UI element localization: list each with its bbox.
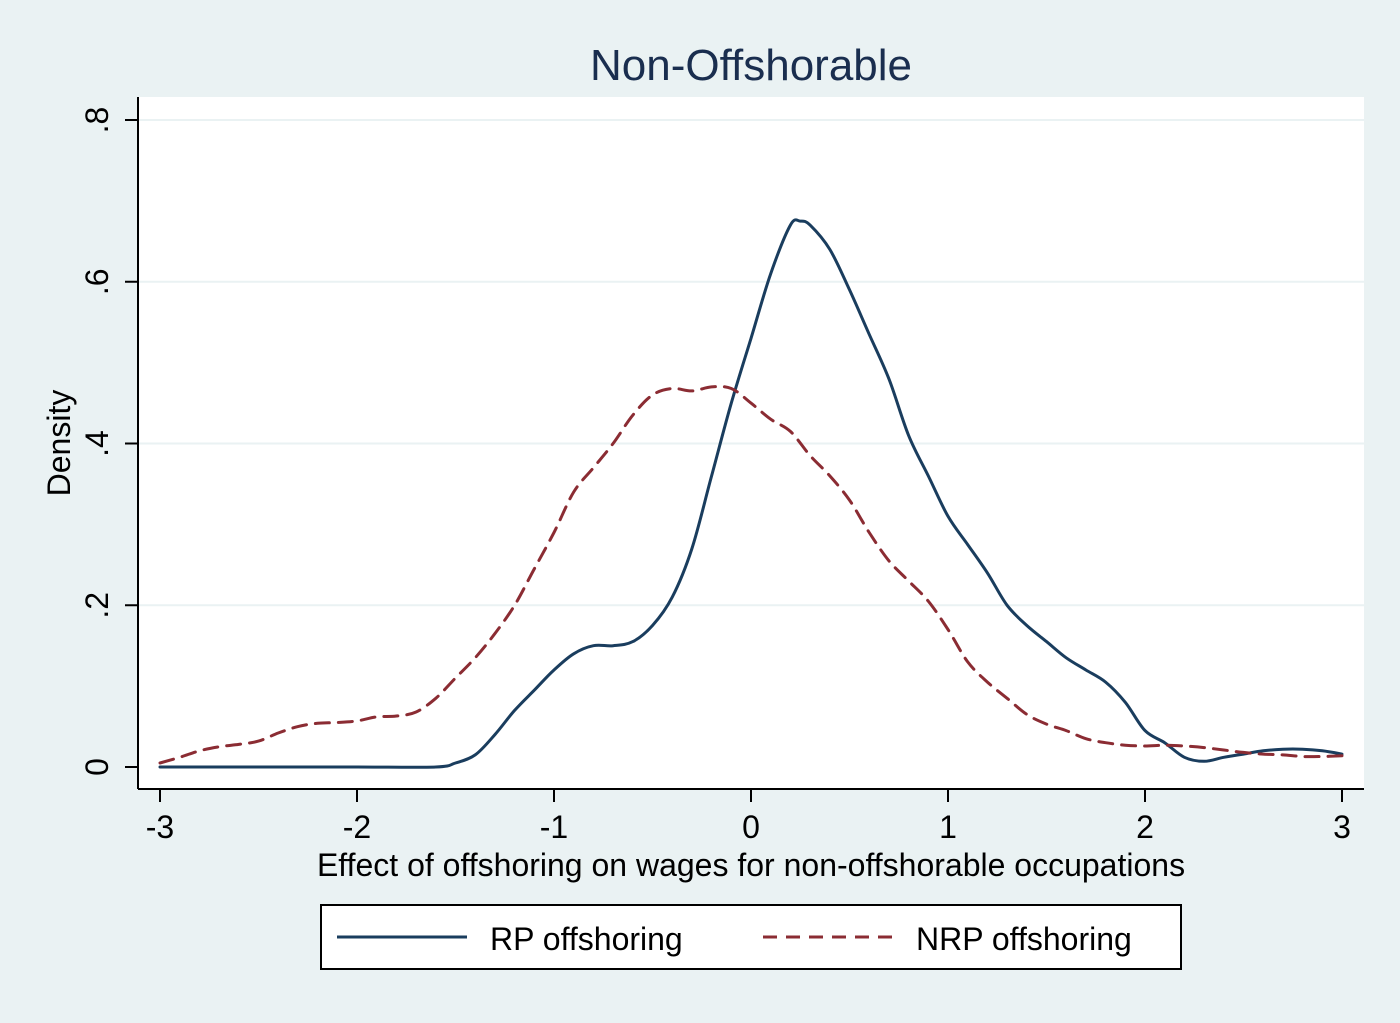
x-tick-label: -3 [146, 809, 174, 845]
series-line-rp-offshoring [158, 218, 1344, 769]
series-line-nrp-offshoring [158, 385, 1344, 765]
x-tick-label: -2 [343, 809, 371, 845]
x-tick-label: 3 [1333, 809, 1351, 845]
series-layer [158, 218, 1344, 769]
x-axis-ticks: -3 -2 -1 0 1 2 3 [146, 789, 1351, 845]
x-tick-label: 2 [1136, 809, 1154, 845]
legend-label-nrp: NRP offshoring [916, 921, 1132, 957]
x-tick-label: -1 [540, 809, 568, 845]
legend: RP offshoring NRP offshoring [320, 904, 1182, 970]
x-tick-label: 1 [939, 809, 957, 845]
y-tick-label: .8 [79, 107, 115, 134]
y-tick-label: .6 [79, 268, 115, 295]
chart-title: Non-Offshorable [590, 41, 912, 90]
x-tick-label: 0 [742, 809, 760, 845]
y-axis-ticks: 0 .2 .4 .6 .8 [79, 107, 138, 776]
y-tick-label: .2 [79, 592, 115, 619]
y-axis-label: Density [41, 390, 77, 497]
legend-label-rp: RP offshoring [490, 921, 683, 957]
y-tick-label: 0 [79, 758, 115, 776]
y-tick-label: .4 [79, 430, 115, 457]
grid-lines [138, 119, 1364, 607]
x-axis-label: Effect of offshoring on wages for non-of… [317, 847, 1185, 883]
